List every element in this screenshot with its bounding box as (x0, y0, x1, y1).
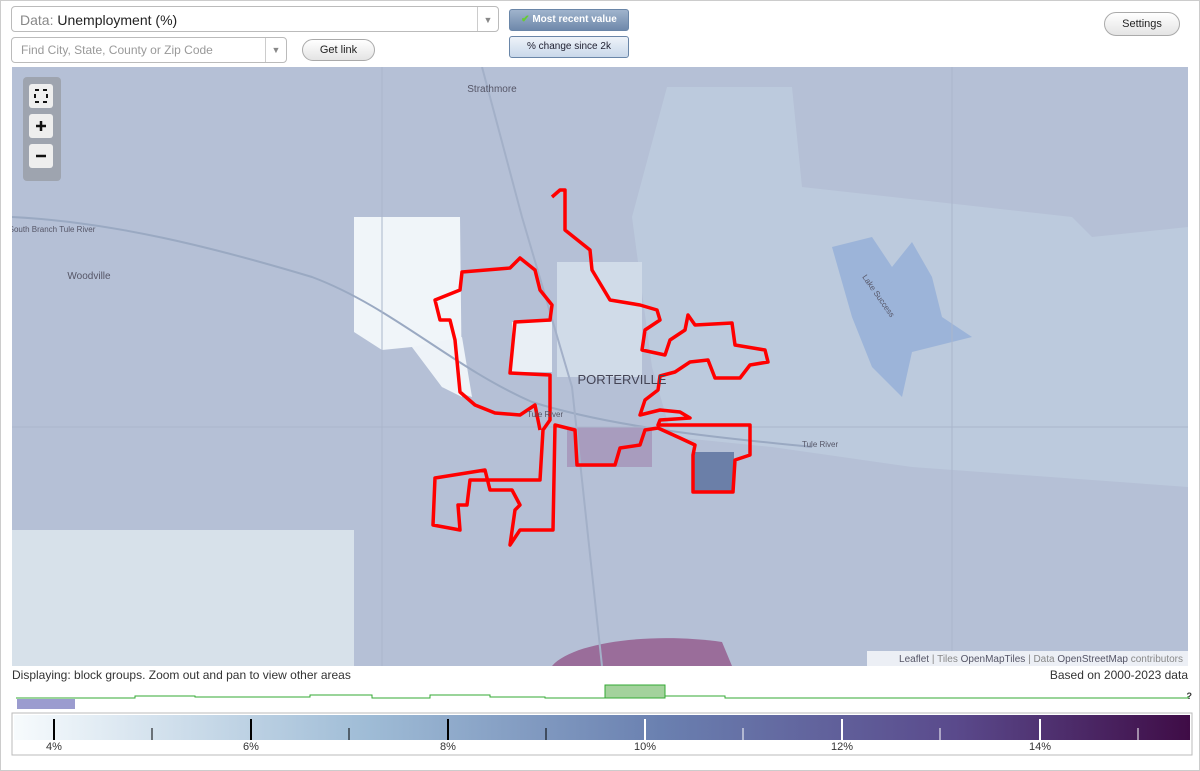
region (552, 638, 732, 666)
help-link[interactable]: ? (1187, 691, 1193, 701)
attr-text: | (1028, 654, 1031, 665)
region (694, 452, 734, 492)
histogram (16, 684, 1189, 699)
zoom-in-icon (36, 121, 46, 131)
legend-tick-label: 12% (831, 741, 853, 753)
minor-ticks (151, 728, 547, 740)
attr-text: contributors (1131, 654, 1183, 665)
settings-button[interactable]: Settings (1104, 12, 1180, 36)
search-box[interactable]: Find City, State, County or Zip Code ▼ (11, 37, 287, 63)
legend-tick-label: 10% (634, 741, 656, 753)
attr-link[interactable]: OpenStreetMap (1057, 654, 1128, 665)
data-select[interactable]: Data: Unemployment (%) ▼ (11, 6, 499, 32)
place-label: Strathmore (467, 84, 517, 95)
attr-text: Data (1033, 654, 1055, 665)
legend: ? 4% 6% 8% 10% 12% 14% (11, 684, 1193, 756)
region (557, 262, 642, 377)
attr-text: Tiles (937, 654, 958, 665)
attr-link[interactable]: Leaflet (899, 654, 929, 665)
legend-gradient (14, 715, 1190, 740)
dropdown-arrow[interactable]: ▼ (477, 7, 498, 31)
change-toggle[interactable]: % change since 2k (509, 36, 629, 58)
map-svg: Strathmore Woodville PORTERVILLE South B… (12, 67, 1188, 666)
place-label: PORTERVILLE (577, 372, 666, 387)
major-ticks (644, 719, 1041, 740)
river-label: Tule River (802, 440, 838, 449)
attr-link[interactable]: OpenMapTiles (961, 654, 1026, 665)
road (12, 67, 1188, 666)
attribution-bg (867, 651, 1188, 666)
road (481, 67, 603, 666)
river-label: Tule River (527, 410, 563, 419)
legend-tick-label: 14% (1029, 741, 1051, 753)
fullscreen-button[interactable] (29, 84, 53, 108)
attr-text: | (932, 654, 935, 665)
river-label: South Branch Tule River (12, 225, 96, 234)
most-recent-label: Most recent value (532, 14, 617, 25)
dropdown-arrow[interactable]: ▼ (265, 38, 286, 62)
search-placeholder: Find City, State, County or Zip Code (21, 43, 213, 57)
legend-tick-label: 4% (46, 741, 62, 753)
check-icon: ✔ (521, 14, 530, 25)
most-recent-toggle[interactable]: ✔ Most recent value (509, 9, 629, 31)
major-ticks (53, 719, 449, 740)
region (567, 427, 652, 467)
displaying-note: Displaying: block groups. Zoom out and p… (12, 668, 351, 682)
data-value: Unemployment (%) (57, 12, 178, 28)
data-range-note: Based on 2000-2023 data (1049, 668, 1188, 682)
legend-tick-label: 8% (440, 741, 456, 753)
map[interactable]: Strathmore Woodville PORTERVILLE South B… (12, 67, 1188, 666)
legend-tick-label: 6% (243, 741, 259, 753)
fullscreen-icon (34, 89, 48, 103)
get-link-button[interactable]: Get link (302, 39, 375, 61)
histogram-bar (17, 699, 75, 709)
data-label: Data: (20, 12, 54, 28)
region (12, 530, 354, 666)
histogram-bar (604, 684, 666, 699)
place-label: Woodville (67, 271, 111, 282)
attribution: Leaflet | Tiles OpenMapTiles | Data Open… (899, 654, 1183, 665)
region (512, 322, 552, 372)
minor-ticks (742, 728, 1139, 740)
boundary-outline (431, 188, 770, 547)
lake (832, 237, 972, 397)
